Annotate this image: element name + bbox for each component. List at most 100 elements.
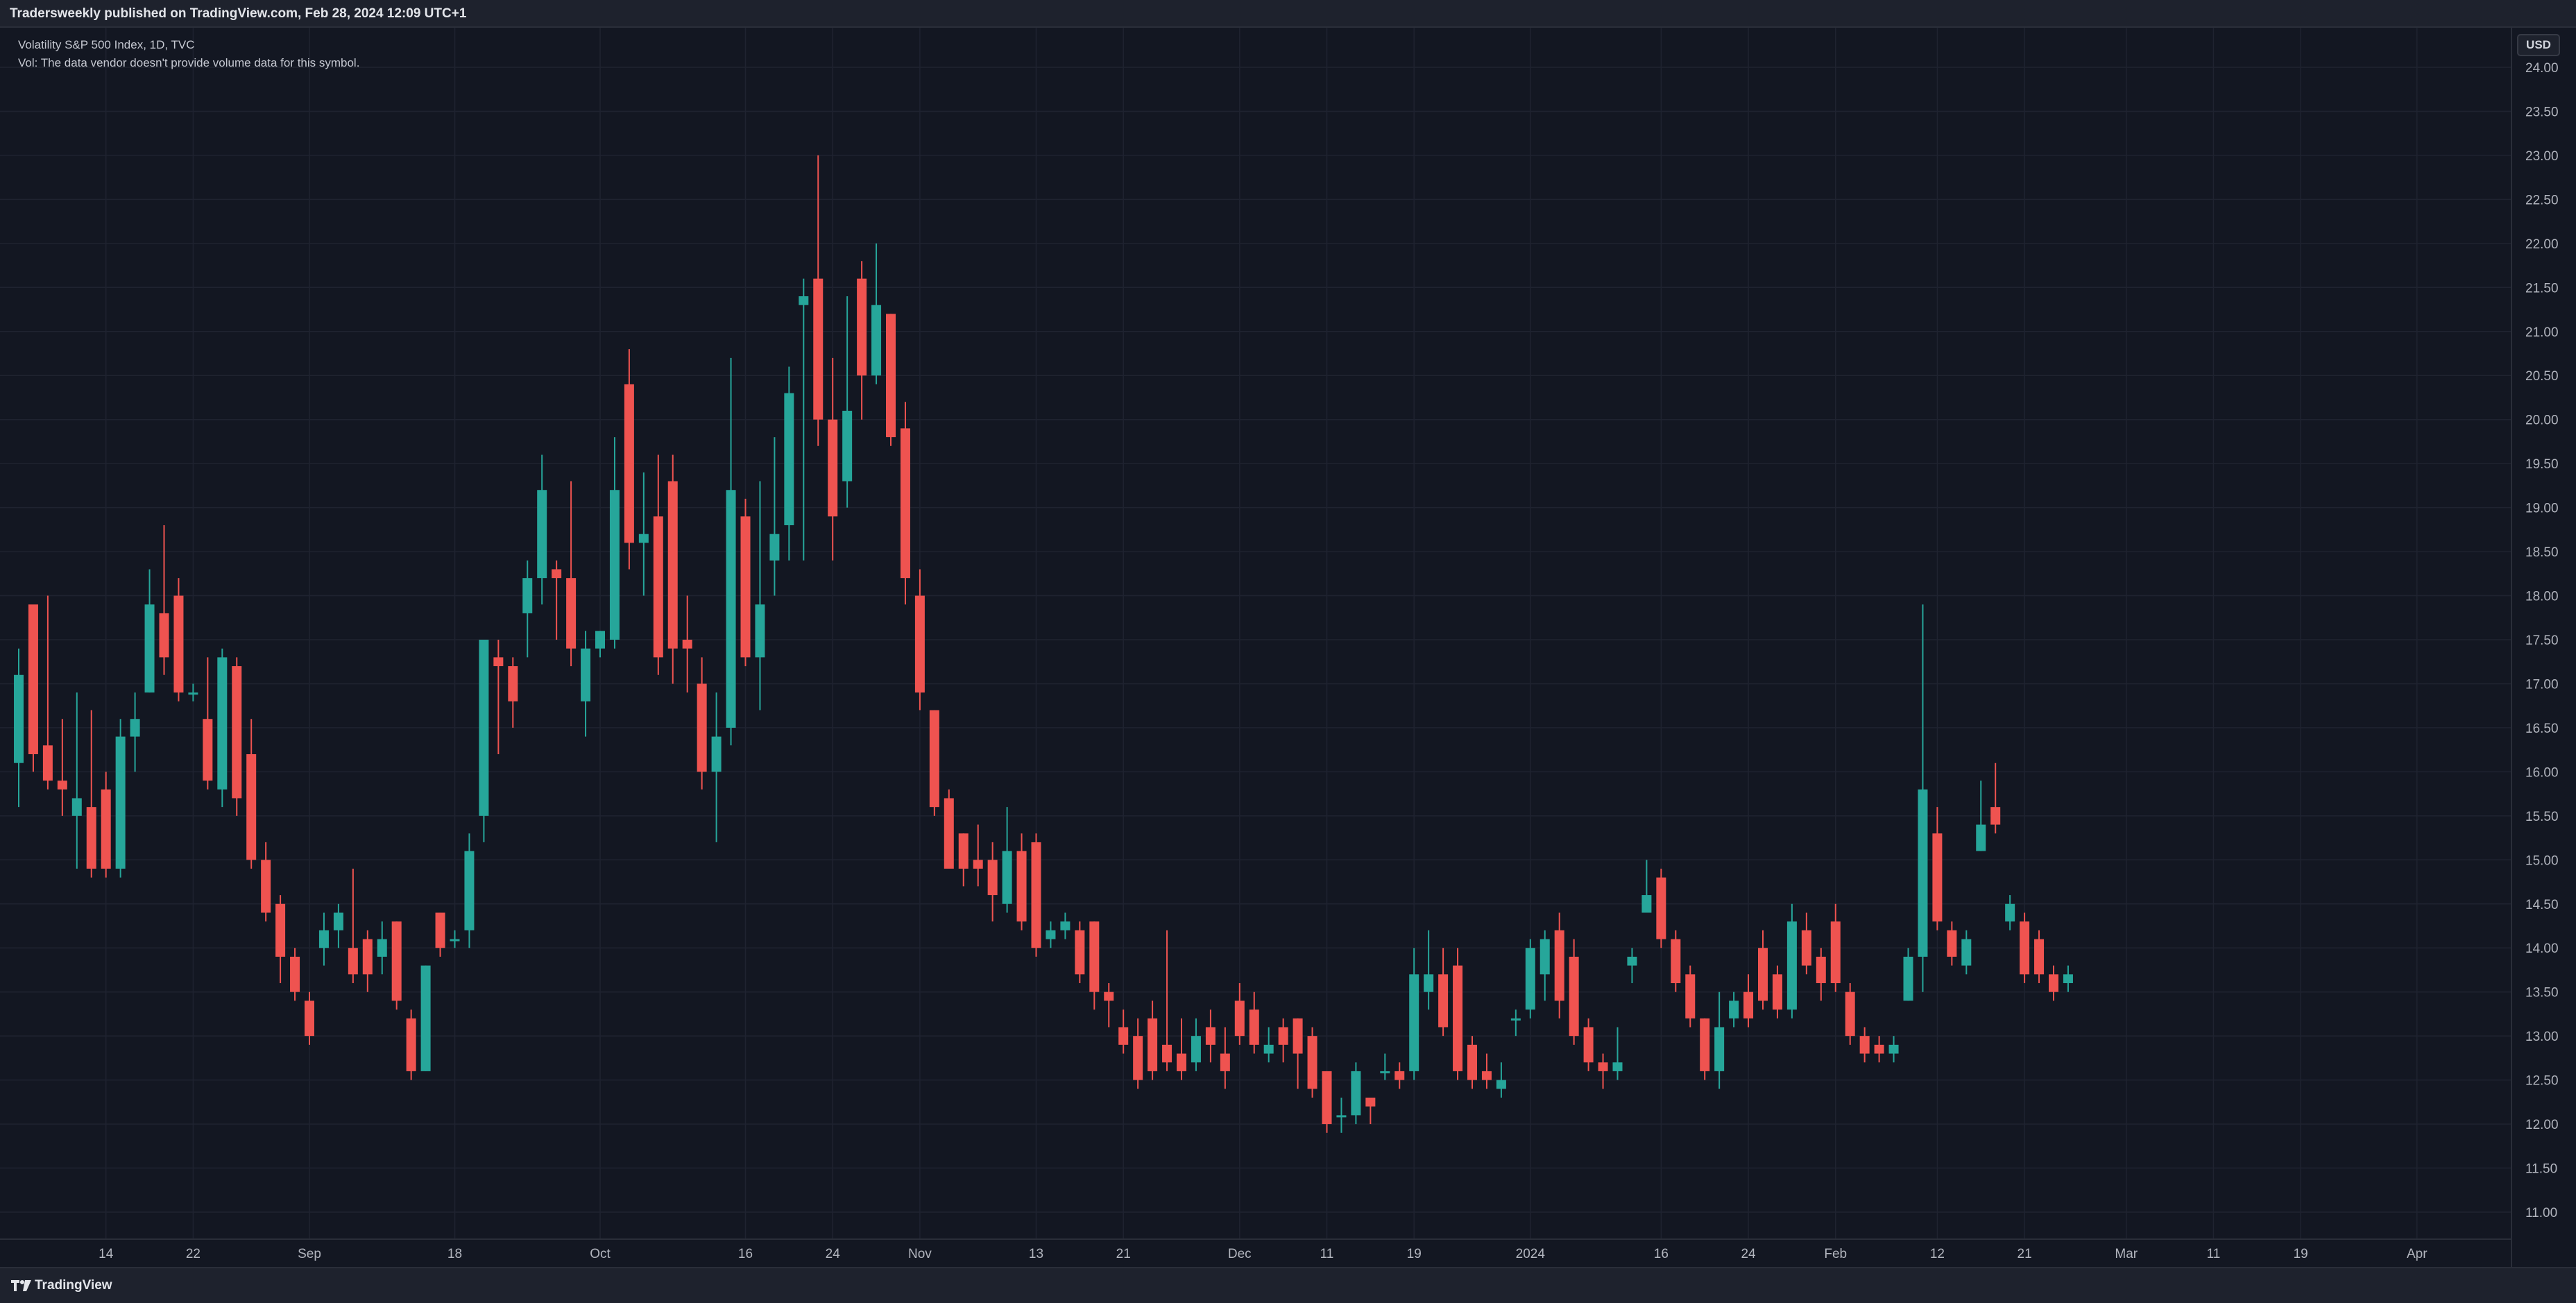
candle-body — [232, 666, 242, 799]
candle-body — [1758, 948, 1768, 1001]
candle-body — [1961, 939, 1972, 966]
candle-body — [1641, 895, 1652, 913]
candle — [275, 895, 286, 983]
candle-body — [1598, 1062, 1608, 1071]
candle-body — [1002, 851, 1012, 904]
candle-body — [537, 490, 547, 579]
candle — [769, 437, 780, 596]
candle — [1234, 983, 1245, 1045]
candle-body — [1191, 1036, 1201, 1063]
time-tick-label: Apr — [2407, 1247, 2428, 1261]
time-tick-label: 21 — [1116, 1247, 1131, 1261]
price-tick-label: 21.00 — [2525, 325, 2559, 340]
candle-body — [900, 428, 910, 579]
candle — [1060, 912, 1071, 939]
time-tick-label: 18 — [447, 1247, 462, 1261]
price-tick-label: 11.50 — [2525, 1162, 2557, 1177]
candlestick-chart[interactable]: 24.00 23.50 23.00 22.50 22.00 21.50 21.00 20.50… — [0, 28, 2576, 1267]
candle-body — [886, 314, 896, 438]
candle-body — [566, 578, 577, 649]
candle-body — [914, 595, 925, 693]
candle — [435, 912, 445, 957]
candle — [1903, 948, 1913, 1001]
price-tick-label: 13.50 — [2525, 986, 2559, 1000]
candle — [1205, 1010, 1216, 1063]
candle — [1249, 991, 1259, 1054]
candle-body — [2020, 921, 2030, 975]
time-axis[interactable]: 14 22 Sep 18 Oct 16 24 Nov 13 21 Dec 11 19 2024 16 24 Fe… — [99, 1247, 2428, 1261]
candle — [1961, 930, 1972, 975]
candle-body — [1947, 930, 1957, 957]
candle — [1801, 912, 1811, 975]
candle — [871, 243, 882, 384]
candle-body — [638, 534, 649, 543]
candle-body — [740, 516, 751, 658]
candle-body — [305, 1000, 314, 1037]
candle — [464, 833, 475, 948]
time-tick-label: 16 — [1654, 1247, 1669, 1261]
candle — [987, 842, 998, 922]
candle-body — [144, 604, 155, 693]
price-tick-label: 22.00 — [2525, 237, 2559, 252]
candle — [1627, 948, 1637, 983]
candle-body — [1104, 991, 1114, 1001]
price-axis[interactable]: 24.00 23.50 23.00 22.50 22.00 21.50 21.00 20.50… — [2525, 61, 2559, 1220]
candle-body — [1627, 956, 1637, 966]
candle — [929, 710, 939, 816]
candle-body — [290, 956, 300, 992]
candle-body — [769, 534, 780, 561]
price-tick-label: 14.00 — [2525, 942, 2559, 956]
publish-info: Tradersweekly published on TradingView.c… — [10, 6, 467, 21]
candle-body — [275, 903, 286, 957]
candle-body — [1932, 833, 1943, 922]
candle — [1888, 1036, 1899, 1063]
candle-body — [1336, 1115, 1347, 1118]
time-tick-label: Dec — [1228, 1247, 1252, 1261]
candle-body — [1539, 939, 1550, 975]
candle — [1918, 604, 1928, 992]
candle-body — [435, 912, 445, 948]
time-tick-label: 24 — [826, 1247, 841, 1261]
currency-badge[interactable]: USD — [2517, 34, 2560, 56]
candle-body — [450, 939, 460, 942]
candle — [1162, 930, 1172, 1071]
candle-body — [1496, 1080, 1506, 1089]
candle — [828, 357, 838, 561]
candle-body — [406, 1018, 416, 1071]
time-tick-label: 22 — [186, 1247, 201, 1261]
price-tick-label: 22.50 — [2525, 193, 2559, 207]
price-tick-label: 16.00 — [2525, 765, 2559, 780]
candle-body — [1918, 789, 1928, 957]
candle — [450, 930, 460, 948]
candle-body — [1685, 974, 1696, 1019]
candle-body — [1220, 1053, 1230, 1071]
candle-body — [1830, 921, 1841, 983]
candle — [1729, 991, 1739, 1028]
candle — [711, 692, 722, 842]
price-tick-label: 16.50 — [2525, 722, 2559, 736]
candle — [697, 657, 707, 790]
price-tick-label: 19.00 — [2525, 502, 2559, 516]
candle — [1874, 1036, 1884, 1063]
candle-body — [1016, 851, 1027, 922]
price-tick-label: 21.50 — [2525, 281, 2559, 296]
candle — [144, 569, 155, 693]
candle — [2005, 895, 2015, 930]
candle — [101, 772, 111, 878]
candle-body — [1786, 921, 1797, 1010]
candle — [1322, 1071, 1332, 1133]
candle-body — [333, 912, 343, 930]
time-tick-label: 2024 — [1516, 1247, 1546, 1261]
publish-header: Tradersweekly published on TradingView.c… — [0, 0, 2576, 28]
price-tick-label: 17.50 — [2525, 633, 2559, 648]
candle — [130, 692, 140, 772]
candle — [2020, 912, 2030, 983]
candle — [1859, 1027, 1870, 1063]
price-tick-label: 12.50 — [2525, 1074, 2559, 1089]
candle-body — [987, 860, 998, 896]
candle — [391, 921, 402, 1010]
candle-body — [1031, 842, 1041, 948]
candle — [493, 640, 504, 754]
candle — [420, 965, 431, 1071]
candle — [842, 296, 853, 508]
